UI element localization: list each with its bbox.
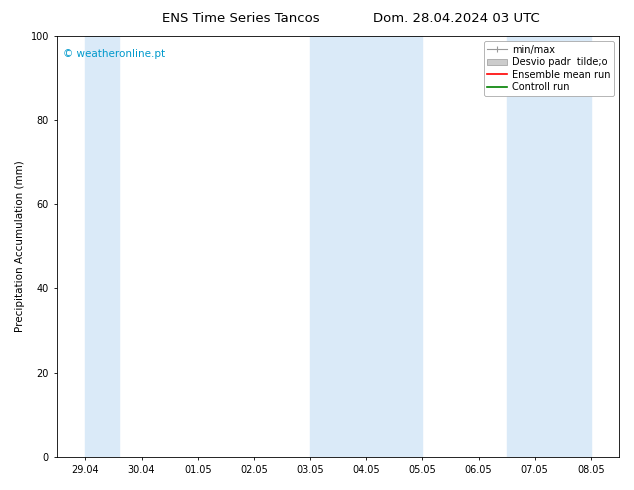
Y-axis label: Precipitation Accumulation (mm): Precipitation Accumulation (mm) xyxy=(15,161,25,332)
Bar xyxy=(310,36,422,457)
Text: ENS Time Series Tancos: ENS Time Series Tancos xyxy=(162,12,320,25)
Bar xyxy=(86,36,119,457)
Bar xyxy=(507,36,591,457)
Legend: min/max, Desvio padr  tilde;o, Ensemble mean run, Controll run: min/max, Desvio padr tilde;o, Ensemble m… xyxy=(484,41,614,96)
Text: Dom. 28.04.2024 03 UTC: Dom. 28.04.2024 03 UTC xyxy=(373,12,540,25)
Text: © weatheronline.pt: © weatheronline.pt xyxy=(63,49,165,59)
